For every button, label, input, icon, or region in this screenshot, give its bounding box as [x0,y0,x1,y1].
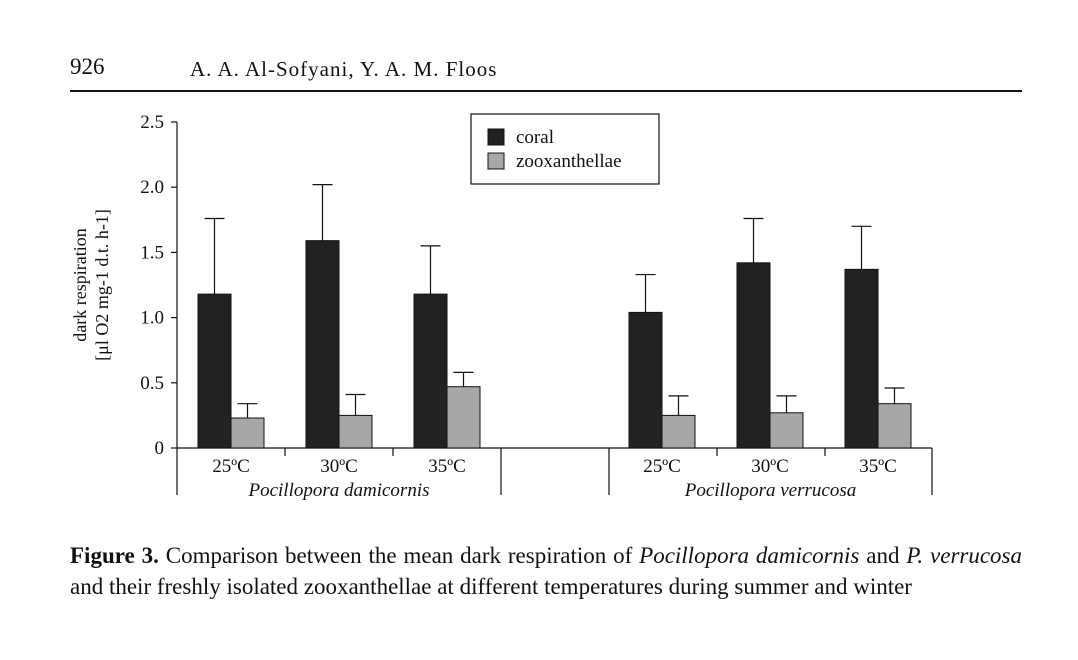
y-tick-label: 0.5 [140,373,164,394]
x-tick-label: 30ºC [751,456,789,477]
figure-label: Figure 3. [70,543,159,568]
x-tick-label: 35ºC [859,456,897,477]
caption-species-2: P. verrucosa [906,543,1023,568]
group-label: Pocillopora damicornis [247,480,429,501]
y-axis-label-units: [μl O2 mg-1 d.t. h-1] [92,209,112,361]
y-tick-label: 2.0 [140,177,164,198]
bar-coral [736,262,771,449]
bar-coral [844,268,879,449]
legend-box [470,113,660,185]
legend-swatch-zooxanthellae [487,152,505,170]
y-axis-label: dark respiration [70,228,90,341]
legend-label-zooxanthellae: zooxanthellae [516,151,622,172]
bar-zooxanthellae [877,403,912,449]
page-number: 926 [70,54,105,79]
bar-coral [305,240,340,449]
x-tick-label: 25ºC [212,456,250,477]
legend-swatch-coral [487,128,505,146]
bar-zooxanthellae [338,414,373,449]
y-tick-label: 2.5 [140,112,164,133]
running-header: 926 A. A. Al-Sofyani, Y. A. M. Floos [70,52,1022,92]
x-tick-label: 35ºC [428,456,466,477]
caption-text-2: and [859,543,907,568]
bar-zooxanthellae [769,412,804,449]
bar-zooxanthellae [446,386,481,449]
bar-zooxanthellae [661,414,696,449]
x-tick-label: 30ºC [320,456,358,477]
bar-chart: 0 0.5 1.0 1.5 2.0 2.5 dark respiration [μl O2 m… [70,112,933,501]
running-header-authors: A. A. Al-Sofyani, Y. A. M. Floos [190,57,498,81]
caption-species-1: Pocillopora damicornis [639,543,860,568]
bar-coral [628,311,663,449]
bar-coral [413,293,448,449]
figure-caption: Figure 3. Comparison between the mean da… [70,540,1022,602]
group-label: Pocillopora verrucosa [684,480,857,501]
caption-text-1: Comparison between the mean dark respira… [158,543,640,568]
caption-text-3: and their freshly isolated zooxanthellae… [70,574,912,599]
y-tick-label: 1.5 [140,242,164,263]
x-tick-label: 25ºC [643,456,681,477]
bar-coral [197,293,232,449]
y-tick-label: 0 [155,438,165,459]
y-tick-label: 1.0 [140,308,164,329]
bar-zooxanthellae [230,417,265,449]
legend-label-coral: coral [516,127,554,148]
